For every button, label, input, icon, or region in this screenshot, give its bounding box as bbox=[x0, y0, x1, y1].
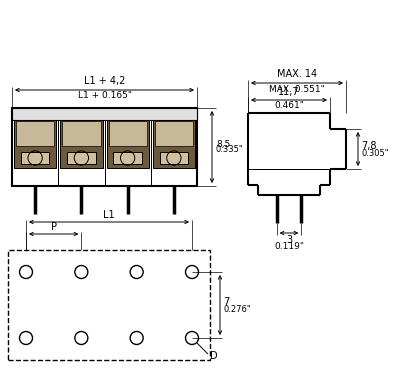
Text: 3: 3 bbox=[286, 235, 292, 245]
Bar bbox=[106, 120, 149, 168]
Text: 11,7: 11,7 bbox=[278, 87, 300, 97]
Bar bbox=[160, 152, 188, 164]
Text: MAX. 0.551": MAX. 0.551" bbox=[269, 85, 325, 94]
Text: 0.276": 0.276" bbox=[223, 305, 251, 313]
Bar bbox=[12, 108, 197, 186]
Text: 0.461": 0.461" bbox=[274, 101, 304, 110]
Text: L1 + 4,2: L1 + 4,2 bbox=[84, 76, 125, 86]
Text: D: D bbox=[210, 351, 218, 361]
Bar bbox=[8, 250, 210, 360]
Bar bbox=[153, 120, 195, 168]
Text: 0.119": 0.119" bbox=[274, 242, 304, 251]
Bar bbox=[12, 108, 197, 120]
Text: 0.305": 0.305" bbox=[361, 149, 388, 158]
Bar bbox=[62, 121, 100, 146]
Text: L1 + 0.165": L1 + 0.165" bbox=[78, 91, 132, 100]
Bar bbox=[113, 152, 142, 164]
Text: 7,8: 7,8 bbox=[361, 141, 376, 151]
Text: 0.335": 0.335" bbox=[216, 146, 244, 155]
Bar bbox=[155, 121, 193, 146]
Text: MAX. 14: MAX. 14 bbox=[277, 69, 317, 79]
Text: L1: L1 bbox=[103, 210, 115, 220]
Bar bbox=[67, 152, 96, 164]
Text: 8,5: 8,5 bbox=[216, 139, 230, 149]
Bar bbox=[16, 121, 54, 146]
Bar bbox=[21, 152, 50, 164]
Bar bbox=[108, 121, 147, 146]
Bar bbox=[14, 120, 56, 168]
Text: 7: 7 bbox=[223, 297, 229, 307]
Text: P: P bbox=[51, 222, 57, 232]
Bar bbox=[60, 120, 102, 168]
